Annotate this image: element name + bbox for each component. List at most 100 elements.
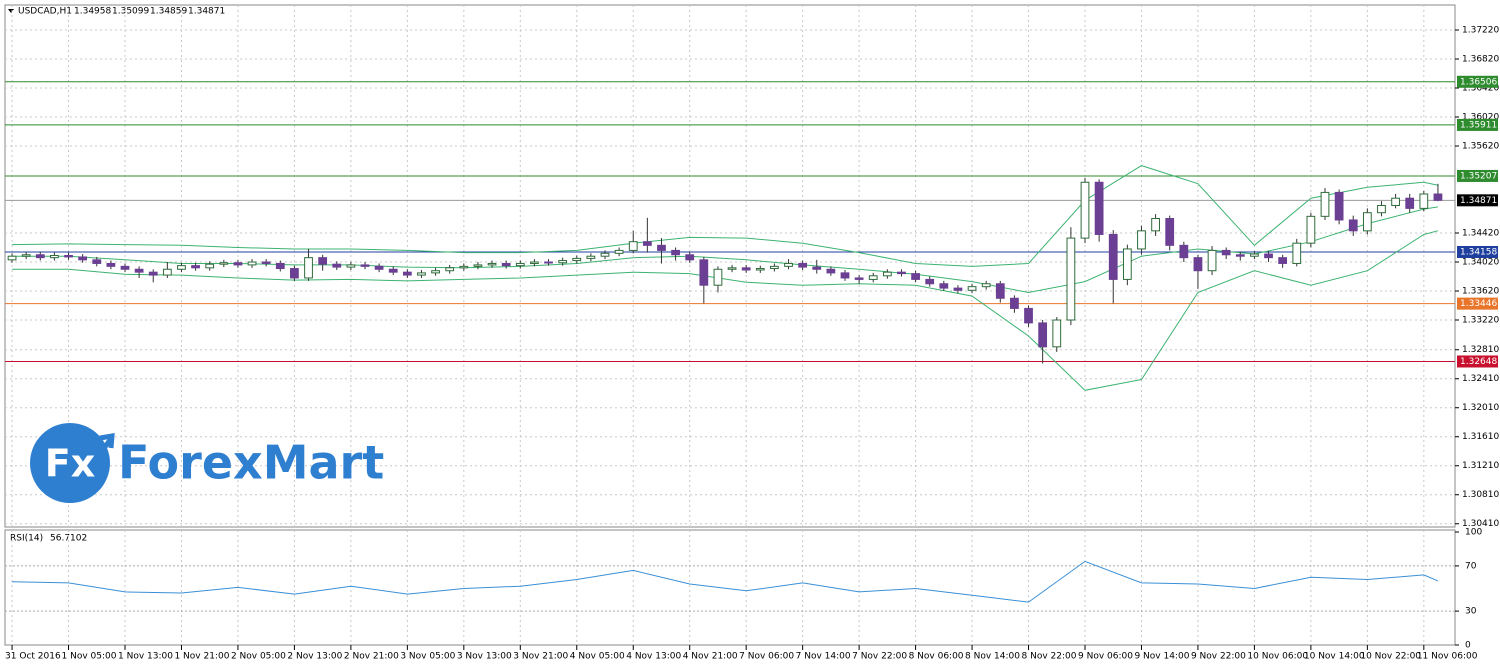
level-label-box: [1457, 355, 1498, 368]
x-tick-label: 4 Nov 21:00: [683, 652, 738, 662]
y-tick-label: 30: [1465, 607, 1477, 617]
candle-body: [1391, 197, 1400, 206]
level-label: 1.35207: [1460, 171, 1497, 181]
x-tick-label: 7 Nov 22:00: [852, 652, 907, 662]
candle-body: [1108, 233, 1118, 280]
x-tick-label: 9 Nov 06:00: [1078, 652, 1133, 662]
candle-body: [586, 255, 596, 259]
candle-body: [699, 259, 709, 286]
candle-body: [148, 271, 158, 276]
x-tick-label: 31 Oct 2016: [5, 652, 61, 662]
y-tick-label: 1.32410: [1462, 374, 1499, 384]
candle-body: [1405, 197, 1415, 209]
candle-body: [911, 273, 920, 280]
candle-body: [713, 268, 723, 286]
candle-body: [995, 283, 1005, 299]
x-tick-label: 8 Nov 22:00: [1022, 652, 1077, 662]
y-tick-label: 1.32810: [1462, 345, 1499, 355]
rsi-line: [12, 560, 1439, 603]
x-tick-label: 1 Nov 05:00: [62, 652, 117, 662]
candle-body: [134, 268, 144, 273]
header-close: 1.34871: [188, 7, 225, 17]
y-tick-label: 1.34020: [1462, 258, 1499, 268]
level-label-box: [1457, 297, 1498, 310]
y-tick-label: 0: [1465, 641, 1471, 651]
candle-body: [106, 262, 116, 267]
candle-body: [854, 277, 864, 280]
candle-body: [219, 262, 229, 265]
level-label: 1.34158: [1460, 248, 1497, 258]
logo-circle: [30, 423, 110, 503]
y-tick-label: 1.36820: [1462, 55, 1499, 65]
candle-body: [741, 267, 751, 271]
candle-body: [812, 266, 822, 270]
candle-body: [275, 262, 285, 270]
level-label: 1.36506: [1460, 77, 1497, 87]
candle-body: [784, 262, 793, 267]
y-tick-label: 70: [1465, 561, 1477, 571]
x-tick-label: 2 Nov 05:00: [231, 652, 286, 662]
y-tick-label: 1.31210: [1462, 461, 1499, 471]
candle-body: [1377, 204, 1386, 214]
candle-body: [1066, 237, 1076, 321]
candle-body: [35, 254, 45, 259]
candle-body: [1348, 219, 1358, 232]
candle-body: [1010, 297, 1019, 309]
candle-body: [1250, 253, 1259, 257]
candle-body: [233, 262, 243, 266]
candle-body: [770, 265, 779, 270]
candle-body: [402, 271, 412, 276]
candle-body: [939, 283, 949, 289]
candle-body: [304, 257, 313, 279]
candle-body: [1179, 244, 1189, 259]
x-tick-label: 2 Nov 21:00: [344, 652, 399, 662]
x-tick-label: 4 Nov 13:00: [626, 652, 681, 662]
candle-body: [162, 268, 172, 276]
candle-body: [205, 263, 215, 269]
x-tick-label: 9 Nov 14:00: [1134, 652, 1189, 662]
y-tick-label: 1.36420: [1462, 84, 1499, 94]
candle-body: [92, 259, 102, 264]
candle-body: [967, 286, 977, 291]
y-tick-label: 1.30410: [1462, 519, 1499, 529]
candle-body: [1221, 249, 1231, 256]
candle-body: [1207, 249, 1217, 272]
candle-body: [642, 241, 652, 246]
candle-body: [1334, 191, 1344, 221]
y-tick-label: 1.36020: [1462, 113, 1499, 123]
candle-body: [1024, 307, 1033, 324]
candle-body: [685, 254, 695, 261]
candle-body: [21, 254, 31, 257]
band-upper: [12, 165, 1439, 267]
band-lower: [12, 230, 1439, 391]
candle-body: [1122, 248, 1132, 280]
y-tick-label: 1.33620: [1462, 287, 1499, 297]
candle-body: [1094, 181, 1104, 235]
level-label: 1.35911: [1460, 120, 1497, 130]
x-tick-label: 4 Nov 05:00: [570, 652, 625, 662]
candle-body: [388, 268, 398, 273]
plot-layer: [5, 5, 1455, 645]
candle-body: [826, 268, 836, 274]
candle-body: [1165, 218, 1175, 246]
header-low: 1.34859: [150, 7, 187, 17]
candle-body: [1193, 257, 1203, 272]
candle-body: [7, 255, 17, 261]
candle-body: [1264, 253, 1273, 259]
x-tick-label: 2 Nov 13:00: [287, 652, 342, 662]
candle-body: [1052, 319, 1062, 348]
candle-body: [657, 244, 666, 251]
candle-body: [882, 271, 892, 277]
level-label-box: [1457, 169, 1498, 182]
candle-body: [925, 278, 935, 285]
candle-body: [1137, 230, 1146, 250]
y-tick-label: 1.35620: [1462, 142, 1499, 152]
logo-icon: Fx: [45, 442, 95, 486]
candle-body: [1080, 181, 1090, 239]
candle-body: [191, 265, 200, 269]
candle-body: [360, 264, 370, 267]
rsi-value: 56.7102: [50, 534, 87, 544]
candle-body: [247, 261, 257, 266]
level-label: 1.32648: [1460, 357, 1497, 367]
candle-body: [530, 261, 539, 264]
